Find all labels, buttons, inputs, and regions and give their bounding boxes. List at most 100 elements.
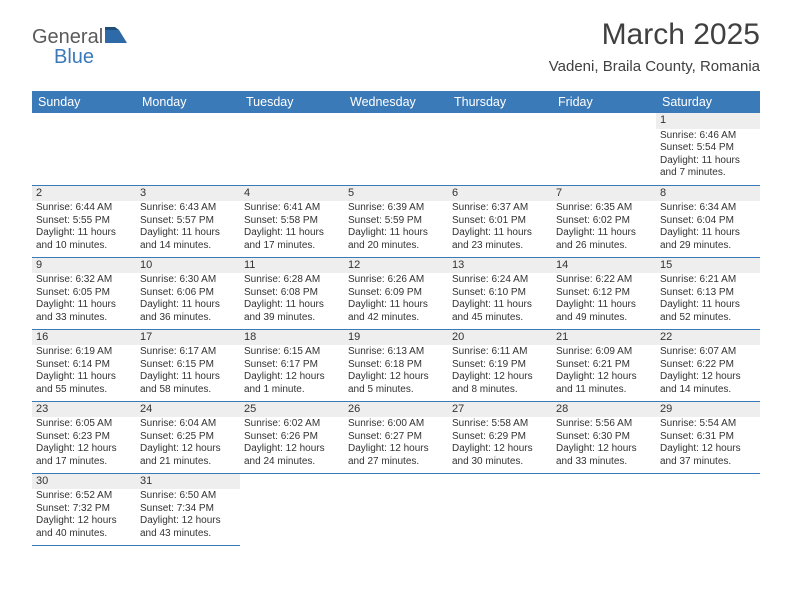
calendar-cell: 12Sunrise: 6:26 AMSunset: 6:09 PMDayligh… (344, 257, 448, 329)
day-number: 27 (448, 402, 552, 418)
logo-flag-icon (105, 27, 127, 48)
daylight2-text: and 1 minute. (244, 384, 340, 397)
daylight2-text: and 29 minutes. (660, 240, 756, 253)
sunrise-text: Sunrise: 6:41 AM (244, 202, 340, 215)
daylight1-text: Daylight: 11 hours (140, 299, 236, 312)
day-number: 13 (448, 258, 552, 274)
calendar-cell: 27Sunrise: 5:58 AMSunset: 6:29 PMDayligh… (448, 401, 552, 473)
day-number: 20 (448, 330, 552, 346)
sunrise-text: Sunrise: 6:26 AM (348, 274, 444, 287)
day-number: 25 (240, 402, 344, 418)
daylight2-text: and 17 minutes. (244, 240, 340, 253)
sunrise-text: Sunrise: 6:43 AM (140, 202, 236, 215)
calendar-cell (240, 473, 344, 545)
calendar-cell: 8Sunrise: 6:34 AMSunset: 6:04 PMDaylight… (656, 185, 760, 257)
sunset-text: Sunset: 6:23 PM (36, 431, 132, 444)
calendar-cell: 14Sunrise: 6:22 AMSunset: 6:12 PMDayligh… (552, 257, 656, 329)
day-header: Thursday (448, 91, 552, 113)
daylight2-text: and 58 minutes. (140, 384, 236, 397)
daylight1-text: Daylight: 11 hours (556, 299, 652, 312)
sunrise-text: Sunrise: 6:30 AM (140, 274, 236, 287)
calendar-cell: 10Sunrise: 6:30 AMSunset: 6:06 PMDayligh… (136, 257, 240, 329)
sunrise-text: Sunrise: 6:37 AM (452, 202, 548, 215)
sunset-text: Sunset: 6:25 PM (140, 431, 236, 444)
sunset-text: Sunset: 6:18 PM (348, 359, 444, 372)
sunset-text: Sunset: 6:12 PM (556, 287, 652, 300)
sunrise-text: Sunrise: 6:05 AM (36, 418, 132, 431)
daylight2-text: and 8 minutes. (452, 384, 548, 397)
calendar-body: 1Sunrise: 6:46 AMSunset: 5:54 PMDaylight… (32, 113, 760, 545)
sunset-text: Sunset: 6:05 PM (36, 287, 132, 300)
sunset-text: Sunset: 6:13 PM (660, 287, 756, 300)
location-text: Vadeni, Braila County, Romania (549, 58, 760, 75)
daylight2-text: and 5 minutes. (348, 384, 444, 397)
month-title: March 2025 (549, 18, 760, 52)
sunset-text: Sunset: 6:15 PM (140, 359, 236, 372)
sunset-text: Sunset: 5:55 PM (36, 215, 132, 228)
day-number: 22 (656, 330, 760, 346)
daylight1-text: Daylight: 12 hours (556, 443, 652, 456)
header: General Blue March 2025 Vadeni, Braila C… (0, 0, 792, 83)
sunset-text: Sunset: 6:08 PM (244, 287, 340, 300)
daylight1-text: Daylight: 11 hours (452, 227, 548, 240)
day-header: Tuesday (240, 91, 344, 113)
sunrise-text: Sunrise: 6:28 AM (244, 274, 340, 287)
sunset-text: Sunset: 6:31 PM (660, 431, 756, 444)
daylight2-text: and 17 minutes. (36, 456, 132, 469)
daylight1-text: Daylight: 12 hours (348, 443, 444, 456)
day-number: 29 (656, 402, 760, 418)
daylight1-text: Daylight: 12 hours (452, 443, 548, 456)
sunset-text: Sunset: 5:58 PM (244, 215, 340, 228)
daylight1-text: Daylight: 11 hours (244, 227, 340, 240)
daylight1-text: Daylight: 12 hours (36, 443, 132, 456)
calendar-week: 1Sunrise: 6:46 AMSunset: 5:54 PMDaylight… (32, 113, 760, 185)
daylight2-text: and 52 minutes. (660, 312, 756, 325)
sunset-text: Sunset: 6:19 PM (452, 359, 548, 372)
day-number: 8 (656, 186, 760, 202)
calendar-cell: 19Sunrise: 6:13 AMSunset: 6:18 PMDayligh… (344, 329, 448, 401)
sunrise-text: Sunrise: 6:52 AM (36, 490, 132, 503)
sunrise-text: Sunrise: 5:54 AM (660, 418, 756, 431)
calendar-cell (448, 473, 552, 545)
sunrise-text: Sunrise: 6:11 AM (452, 346, 548, 359)
sunrise-text: Sunrise: 6:07 AM (660, 346, 756, 359)
calendar-week: 9Sunrise: 6:32 AMSunset: 6:05 PMDaylight… (32, 257, 760, 329)
title-block: March 2025 Vadeni, Braila County, Romani… (549, 18, 760, 75)
calendar-cell: 6Sunrise: 6:37 AMSunset: 6:01 PMDaylight… (448, 185, 552, 257)
day-number: 16 (32, 330, 136, 346)
daylight1-text: Daylight: 11 hours (36, 227, 132, 240)
day-number: 3 (136, 186, 240, 202)
calendar-cell (240, 113, 344, 185)
calendar-cell (32, 113, 136, 185)
calendar-cell (448, 113, 552, 185)
logo-text-general: General (32, 26, 103, 48)
day-number: 17 (136, 330, 240, 346)
sunrise-text: Sunrise: 6:46 AM (660, 130, 756, 143)
daylight2-text: and 10 minutes. (36, 240, 132, 253)
sunset-text: Sunset: 7:32 PM (36, 503, 132, 516)
day-number: 30 (32, 474, 136, 490)
sunrise-text: Sunrise: 6:34 AM (660, 202, 756, 215)
daylight2-text: and 55 minutes. (36, 384, 132, 397)
sunset-text: Sunset: 6:21 PM (556, 359, 652, 372)
daylight2-text: and 21 minutes. (140, 456, 236, 469)
sunrise-text: Sunrise: 6:39 AM (348, 202, 444, 215)
daylight2-text: and 24 minutes. (244, 456, 340, 469)
daylight2-text: and 14 minutes. (660, 384, 756, 397)
sunrise-text: Sunrise: 6:50 AM (140, 490, 236, 503)
sunset-text: Sunset: 6:02 PM (556, 215, 652, 228)
calendar-cell (344, 473, 448, 545)
day-number: 5 (344, 186, 448, 202)
daylight2-text: and 26 minutes. (556, 240, 652, 253)
calendar-week: 23Sunrise: 6:05 AMSunset: 6:23 PMDayligh… (32, 401, 760, 473)
calendar-cell: 21Sunrise: 6:09 AMSunset: 6:21 PMDayligh… (552, 329, 656, 401)
day-number: 23 (32, 402, 136, 418)
daylight1-text: Daylight: 11 hours (140, 227, 236, 240)
sunrise-text: Sunrise: 6:02 AM (244, 418, 340, 431)
calendar-week: 30Sunrise: 6:52 AMSunset: 7:32 PMDayligh… (32, 473, 760, 545)
sunrise-text: Sunrise: 6:13 AM (348, 346, 444, 359)
calendar-cell: 11Sunrise: 6:28 AMSunset: 6:08 PMDayligh… (240, 257, 344, 329)
calendar-cell (344, 113, 448, 185)
calendar-cell (552, 473, 656, 545)
sunset-text: Sunset: 6:09 PM (348, 287, 444, 300)
